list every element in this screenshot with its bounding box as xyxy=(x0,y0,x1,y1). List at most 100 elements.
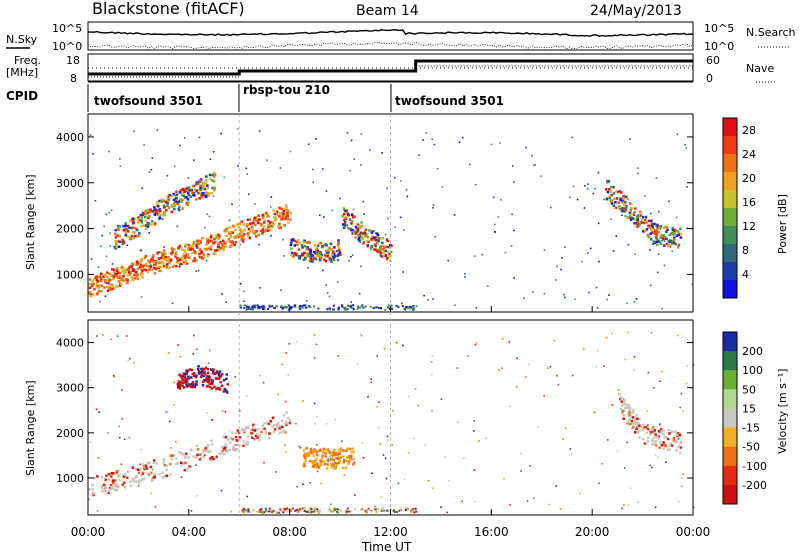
scatter-cell xyxy=(379,443,382,445)
scatter-cell xyxy=(370,231,374,234)
scatter-cell xyxy=(187,253,190,256)
scatter-cell xyxy=(122,279,125,282)
date-label: 24/May/2013 xyxy=(590,3,682,19)
scatter-cell xyxy=(187,193,191,197)
scatter-cell xyxy=(183,456,187,460)
scatter-cell xyxy=(309,459,312,463)
scatter-cell xyxy=(213,189,216,192)
scatter-cell xyxy=(385,477,388,480)
scatter-cell xyxy=(129,219,132,223)
scatter-cell xyxy=(183,189,186,192)
scatter-cell xyxy=(190,510,193,512)
scatter-cell xyxy=(579,492,581,495)
scatter-cell xyxy=(283,508,286,510)
scatter-cell xyxy=(264,507,267,510)
scatter-cell xyxy=(654,433,657,436)
scatter-cell xyxy=(653,229,657,233)
scatter-cell xyxy=(129,480,132,483)
scatter-cell xyxy=(310,449,313,453)
scatter-cell xyxy=(667,429,671,432)
scatter-cell xyxy=(313,244,317,247)
scatter-cell xyxy=(148,214,151,218)
scatter-cell xyxy=(677,438,680,440)
scatter-cell xyxy=(624,195,628,198)
scatter-cell xyxy=(219,374,223,377)
scatter-cell xyxy=(664,435,667,439)
scatter-cell xyxy=(657,253,660,255)
scatter-cell xyxy=(111,284,115,287)
scatter-cell xyxy=(137,216,140,219)
scatter-cell xyxy=(179,355,182,358)
scatter-cell xyxy=(194,241,197,244)
scatter-cell xyxy=(333,467,336,470)
scatter-cell xyxy=(156,129,159,131)
scatter-cell xyxy=(195,244,198,248)
scatter-cell xyxy=(325,448,328,452)
scatter-cell xyxy=(528,363,530,366)
scatter-cell xyxy=(650,238,653,241)
scatter-cell xyxy=(621,201,624,204)
scatter-cell xyxy=(263,461,265,464)
scatter-cell xyxy=(680,477,683,480)
scatter-cell xyxy=(117,245,121,248)
scatter-cell xyxy=(313,510,316,513)
scatter-cell xyxy=(638,222,641,226)
scatter-cell xyxy=(347,507,349,510)
scatter-cell xyxy=(437,168,439,170)
scatter-cell xyxy=(367,394,370,396)
scatter-cell xyxy=(296,239,300,242)
scatter-cell xyxy=(182,187,185,191)
scatter-cell xyxy=(441,186,444,188)
scatter-cell xyxy=(204,454,206,456)
scatter-cell xyxy=(280,305,283,308)
scatter-cell xyxy=(100,475,104,479)
scatter-cell xyxy=(338,460,341,463)
scatter-cell xyxy=(231,241,235,244)
scatter-cell xyxy=(633,212,636,215)
scatter-cell xyxy=(659,242,663,245)
scatter-cell xyxy=(135,263,139,267)
scatter-cell xyxy=(676,133,679,136)
scatter-cell xyxy=(375,232,379,235)
scatter-cell xyxy=(116,484,120,488)
scatter-cell xyxy=(646,427,650,431)
scatter-cell xyxy=(276,212,279,214)
scatter-cell xyxy=(95,278,99,282)
scatter-cell xyxy=(319,242,322,245)
scatter-cell xyxy=(173,207,176,211)
scatter-cell xyxy=(262,381,265,384)
scatter-cell xyxy=(425,132,427,134)
scatter-cell xyxy=(314,423,316,425)
scatter-cell xyxy=(564,296,566,299)
scatter-cell xyxy=(353,232,356,235)
scatter-cell xyxy=(303,464,306,468)
scatter-cell xyxy=(278,226,281,230)
scatter-cell xyxy=(624,207,628,210)
scatter-cell xyxy=(246,495,249,498)
scatter-cell xyxy=(661,370,663,373)
scatter-cell xyxy=(284,305,287,308)
scatter-cell xyxy=(258,243,260,246)
scatter-cell xyxy=(576,198,579,201)
scatter-cell xyxy=(127,224,130,228)
scatter-cell xyxy=(393,510,395,512)
scatter-cell xyxy=(177,246,180,249)
scatter-cell xyxy=(540,175,542,177)
scatter-cell xyxy=(597,350,599,352)
scatter-cell xyxy=(306,241,309,245)
scatter-cell xyxy=(413,511,416,514)
scatter-cell xyxy=(256,436,259,440)
scatter-cell xyxy=(327,459,329,461)
scatter-cell xyxy=(211,370,215,373)
scatter-cell xyxy=(350,306,353,309)
scatter-cell xyxy=(249,429,253,432)
scatter-cell xyxy=(365,511,368,514)
scatter-cell xyxy=(651,466,653,469)
scatter-cell xyxy=(685,382,688,385)
scatter-cell xyxy=(191,243,195,246)
scatter-cell xyxy=(231,203,233,205)
scatter-cell xyxy=(285,411,288,414)
x-tick-label: 12:00 xyxy=(373,525,408,539)
scatter-cell xyxy=(362,232,365,235)
